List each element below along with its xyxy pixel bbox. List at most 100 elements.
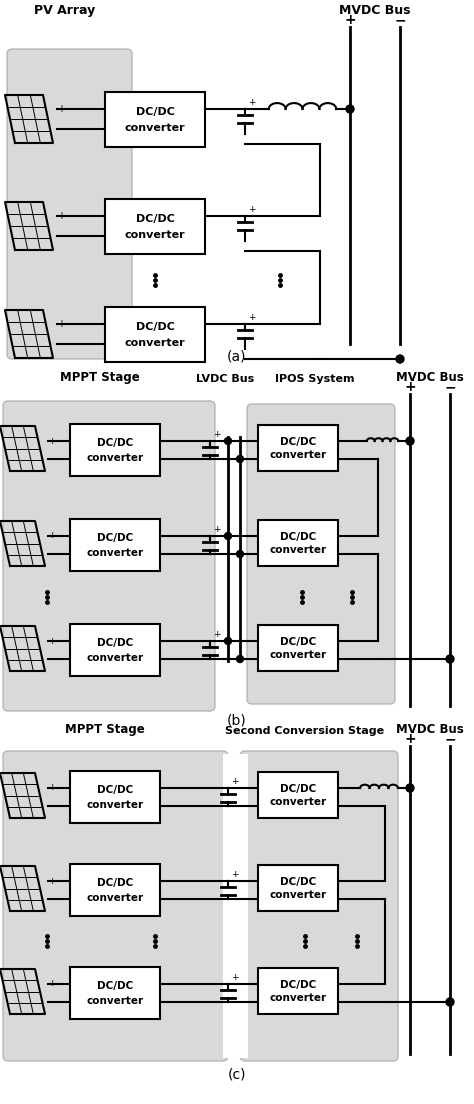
Text: DC/DC: DC/DC bbox=[136, 107, 174, 117]
Circle shape bbox=[237, 456, 244, 463]
Text: +: + bbox=[48, 531, 55, 541]
Text: DC/DC: DC/DC bbox=[97, 533, 133, 543]
Text: −: − bbox=[394, 13, 406, 26]
Text: DC/DC: DC/DC bbox=[97, 879, 133, 889]
Circle shape bbox=[396, 355, 404, 363]
Circle shape bbox=[406, 784, 414, 792]
Text: +: + bbox=[48, 784, 55, 793]
Text: DC/DC: DC/DC bbox=[136, 322, 174, 332]
Text: MVDC Bus: MVDC Bus bbox=[339, 4, 411, 17]
Text: MPPT Stage: MPPT Stage bbox=[65, 723, 145, 736]
Text: DC/DC: DC/DC bbox=[97, 438, 133, 448]
Text: converter: converter bbox=[125, 338, 185, 348]
Text: +: + bbox=[48, 979, 55, 988]
Text: DC/DC: DC/DC bbox=[280, 980, 316, 990]
Text: converter: converter bbox=[269, 797, 327, 807]
Circle shape bbox=[225, 437, 231, 445]
Text: LVDC Bus: LVDC Bus bbox=[196, 374, 254, 384]
Text: +: + bbox=[48, 637, 55, 646]
Text: +: + bbox=[248, 205, 255, 214]
Bar bbox=[70, 624, 160, 676]
Text: converter: converter bbox=[269, 650, 327, 660]
Bar bbox=[70, 967, 160, 1019]
Bar bbox=[258, 772, 338, 818]
Bar bbox=[105, 199, 205, 254]
Text: DC/DC: DC/DC bbox=[280, 532, 316, 542]
Circle shape bbox=[237, 551, 244, 558]
Bar bbox=[258, 425, 338, 471]
Text: MVDC Bus: MVDC Bus bbox=[396, 723, 464, 736]
Text: PV Array: PV Array bbox=[35, 4, 96, 17]
Text: DC/DC: DC/DC bbox=[97, 981, 133, 991]
Text: DC/DC: DC/DC bbox=[136, 214, 174, 224]
FancyBboxPatch shape bbox=[247, 404, 395, 704]
Text: MVDC Bus: MVDC Bus bbox=[396, 371, 464, 384]
Bar bbox=[70, 424, 160, 476]
Bar bbox=[70, 864, 160, 916]
Text: +: + bbox=[57, 104, 65, 114]
Text: converter: converter bbox=[86, 548, 144, 558]
Text: +: + bbox=[231, 777, 238, 786]
Circle shape bbox=[225, 637, 231, 645]
Text: +: + bbox=[404, 732, 416, 746]
Text: +: + bbox=[213, 526, 220, 534]
Bar bbox=[258, 968, 338, 1013]
Bar bbox=[258, 625, 338, 671]
Circle shape bbox=[446, 998, 454, 1006]
Text: −: − bbox=[444, 732, 456, 746]
Text: −: − bbox=[48, 550, 55, 559]
Text: −: − bbox=[48, 802, 55, 810]
Text: converter: converter bbox=[86, 893, 144, 903]
Text: +: + bbox=[248, 314, 255, 322]
Text: converter: converter bbox=[269, 450, 327, 460]
FancyBboxPatch shape bbox=[3, 751, 228, 1061]
Circle shape bbox=[406, 437, 414, 445]
Text: converter: converter bbox=[86, 453, 144, 463]
Text: converter: converter bbox=[86, 652, 144, 662]
Circle shape bbox=[346, 105, 354, 113]
Text: −: − bbox=[48, 655, 55, 664]
Text: converter: converter bbox=[86, 799, 144, 810]
Bar bbox=[258, 866, 338, 911]
Text: (a): (a) bbox=[227, 349, 247, 363]
Text: converter: converter bbox=[269, 992, 327, 1002]
Circle shape bbox=[446, 655, 454, 664]
Text: −: − bbox=[48, 998, 55, 1007]
Text: +: + bbox=[48, 877, 55, 885]
Text: Second Conversion Stage: Second Conversion Stage bbox=[226, 726, 384, 736]
Text: DC/DC: DC/DC bbox=[280, 784, 316, 794]
Text: converter: converter bbox=[269, 890, 327, 900]
Bar bbox=[105, 92, 205, 147]
Text: −: − bbox=[48, 455, 55, 464]
Text: −: − bbox=[57, 231, 65, 241]
Text: IPOS System: IPOS System bbox=[275, 374, 355, 384]
Text: converter: converter bbox=[86, 996, 144, 1006]
Text: DC/DC: DC/DC bbox=[97, 638, 133, 648]
Text: (b): (b) bbox=[227, 714, 247, 728]
Text: +: + bbox=[231, 870, 238, 879]
Text: DC/DC: DC/DC bbox=[97, 785, 133, 795]
Text: +: + bbox=[404, 380, 416, 394]
Text: +: + bbox=[213, 429, 220, 439]
Text: −: − bbox=[444, 380, 456, 394]
Text: −: − bbox=[57, 124, 65, 134]
Text: MPPT Stage: MPPT Stage bbox=[60, 371, 140, 384]
Text: converter: converter bbox=[125, 230, 185, 240]
Text: +: + bbox=[57, 319, 65, 329]
Bar bbox=[105, 307, 205, 362]
Bar bbox=[70, 519, 160, 571]
Bar bbox=[223, 754, 248, 1058]
Text: +: + bbox=[213, 630, 220, 639]
Circle shape bbox=[237, 656, 244, 662]
Text: DC/DC: DC/DC bbox=[280, 437, 316, 447]
FancyBboxPatch shape bbox=[3, 401, 215, 711]
FancyBboxPatch shape bbox=[7, 49, 132, 359]
Text: converter: converter bbox=[125, 123, 185, 132]
Text: −: − bbox=[48, 894, 55, 903]
FancyBboxPatch shape bbox=[240, 751, 398, 1061]
Text: converter: converter bbox=[269, 545, 327, 555]
Circle shape bbox=[225, 532, 231, 540]
Text: DC/DC: DC/DC bbox=[280, 637, 316, 647]
Text: −: − bbox=[57, 339, 65, 349]
Text: +: + bbox=[57, 211, 65, 221]
